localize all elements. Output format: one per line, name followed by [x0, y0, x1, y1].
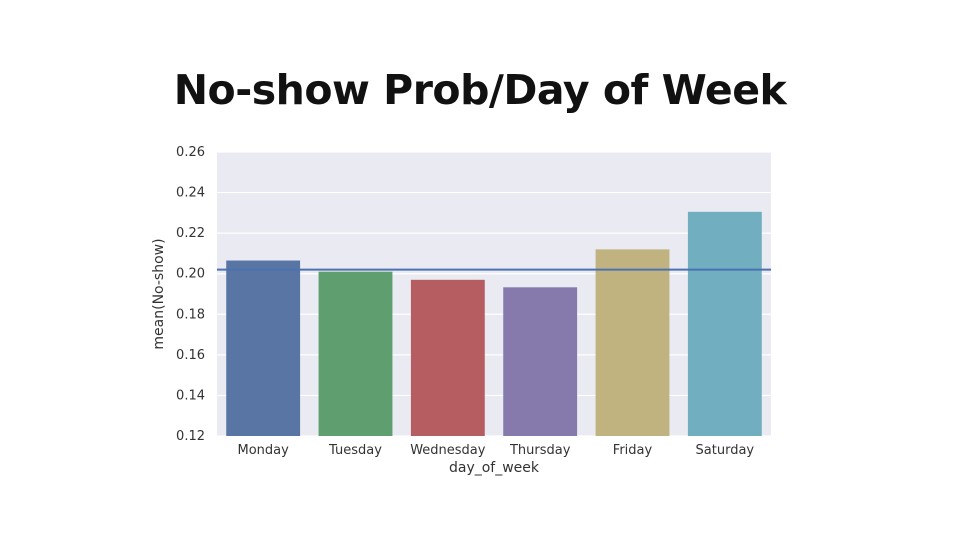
y-tick-label: 0.14 — [176, 388, 205, 403]
y-tick-label: 0.20 — [176, 267, 205, 282]
y-tick-label: 0.24 — [176, 186, 205, 201]
bar-friday — [595, 249, 670, 436]
bar-thursday — [503, 287, 578, 436]
x-tick-label: Saturday — [696, 443, 755, 458]
x-tick-label: Wednesday — [410, 443, 486, 458]
grid-lines — [217, 151, 771, 437]
x-tick-label: Thursday — [509, 443, 571, 458]
bar-wednesday — [410, 279, 485, 436]
bar-monday — [226, 260, 301, 436]
x-tick-label: Friday — [613, 443, 653, 458]
slide-title: No-show Prob/Day of Week — [173, 66, 787, 114]
bars-group — [226, 211, 762, 436]
y-axis-ticks: 0.12 0.14 0.16 0.18 0.20 0.22 0.24 0.26 — [176, 145, 205, 444]
y-tick-label: 0.12 — [176, 429, 205, 444]
y-tick-label: 0.22 — [176, 226, 205, 241]
plot-area — [217, 152, 771, 436]
x-axis-label: day_of_week — [449, 460, 540, 476]
y-tick-label: 0.18 — [176, 307, 205, 322]
y-tick-label: 0.26 — [176, 145, 205, 160]
y-axis-label: mean(No-show) — [151, 238, 167, 349]
y-tick-label: 0.16 — [176, 348, 205, 363]
x-axis-ticks: Monday Tuesday Wednesday Thursday Friday Satu… — [238, 443, 755, 458]
bar-tuesday — [318, 271, 393, 436]
x-tick-label: Tuesday — [328, 443, 382, 458]
bar-saturday — [687, 211, 762, 436]
x-tick-label: Monday — [238, 443, 290, 458]
